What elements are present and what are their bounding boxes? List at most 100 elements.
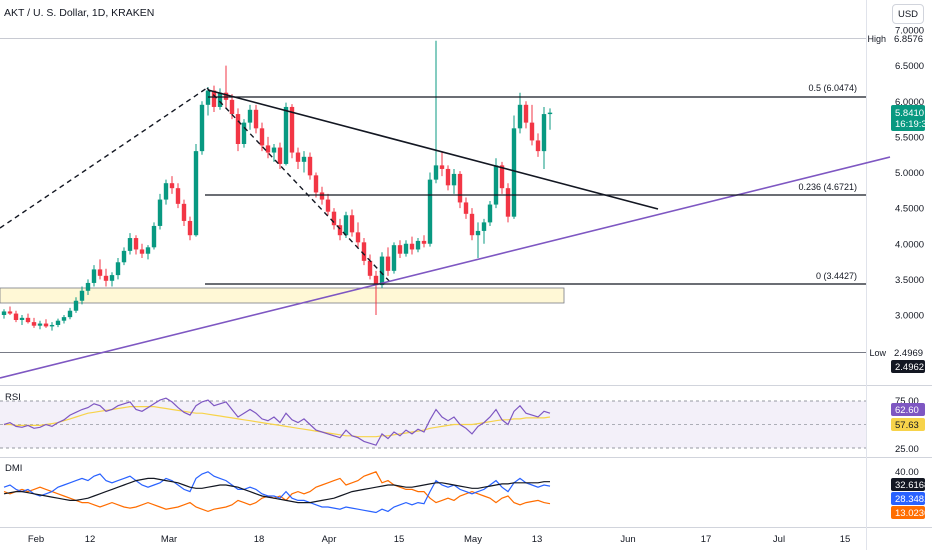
candle-89 [535,133,541,157]
dmi-adx-line [3,477,550,504]
adx-value-tag: 32.6168 [891,478,929,491]
candle-18 [109,272,115,287]
price-axis[interactable]: 3.0000 3.5000 4.0000 4.5000 5.0000 5.5000 6.00… [895,26,924,322]
rsi-tick-25: 25.00 [895,444,919,455]
candle-19 [115,258,121,280]
candle-52 [313,172,319,198]
last-price-value: 5.8410 [895,108,924,119]
rsi-pane [3,397,551,446]
candle-81 [487,201,493,226]
candle-30 [181,199,187,226]
candle-48 [289,104,295,159]
candle-85 [511,115,517,219]
svg-text:32.6168: 32.6168 [895,480,929,491]
svg-text:62.60: 62.60 [895,405,919,416]
rsi-ma-tag: 57.63 [891,418,925,431]
time-tick-2: Mar [161,534,177,545]
candles [1,40,553,331]
candle-0 [1,309,7,319]
price-tick-5: 5.5000 [895,132,924,143]
candle-41 [247,104,253,130]
candle-88 [529,104,535,146]
rsi-value-tag: 62.60 [891,403,925,416]
candle-43 [259,122,265,152]
candle-87 [523,101,529,129]
candle-79 [475,222,481,258]
price-tick-3: 4.5000 [895,204,924,215]
time-tick-4: Apr [322,534,337,545]
candle-71 [427,172,433,247]
candle-23 [139,243,145,258]
candle-16 [97,259,103,280]
time-tick-10: Jul [773,534,785,545]
candle-20 [121,247,127,266]
candle-54 [325,193,331,216]
candle-69 [415,238,421,253]
dmi-title: DMI [5,463,22,474]
candle-78 [469,208,475,241]
descending-trendline [207,89,659,210]
price-tick-7: 6.5000 [895,61,924,72]
chart-title: AKT / U. S. Dollar, 1D, KRAKEN [4,7,155,19]
support-zone [0,287,565,304]
time-tick-6: May [464,534,482,545]
time-axis[interactable]: Feb 12 Mar 18 Apr 15 May 13 Jun 17 Jul 15 [28,534,850,545]
time-tick-9: 17 [701,534,712,545]
candle-34 [205,87,211,116]
candle-17 [103,268,109,287]
candle-57 [343,211,349,239]
last-price-tag: 5.8410 16:19:37 [891,105,932,131]
candle-13 [79,286,85,305]
candle-15 [91,265,97,287]
candle-73 [439,151,445,177]
high-label: High 6.8576 [867,34,923,45]
candle-28 [169,176,175,194]
candle-12 [73,297,79,313]
svg-text:13.0236: 13.0236 [895,508,929,519]
candle-67 [403,240,409,257]
time-tick-0: Feb [28,534,44,545]
price-tick-4: 5.0000 [895,168,924,179]
low-label: Low 2.4969 [869,348,923,359]
candle-40 [241,119,247,148]
price-tick-0: 3.0000 [895,311,924,322]
time-tick-3: 18 [254,534,265,545]
candle-25 [151,222,157,250]
candle-11 [67,307,73,320]
candle-46 [277,142,283,169]
svg-text:6.8576: 6.8576 [894,34,923,45]
candle-9 [55,318,61,328]
candle-36 [217,88,223,110]
candle-68 [409,236,415,255]
candle-6 [37,320,43,330]
candle-55 [331,208,337,230]
currency-button[interactable]: USD [892,4,924,24]
candle-64 [385,247,391,276]
candle-49 [295,147,301,169]
candle-10 [61,315,67,324]
countdown-value: 16:19:37 [895,119,932,130]
candle-26 [157,193,163,230]
candle-2 [13,310,19,323]
candle-76 [457,171,463,209]
minus-di-tag: 13.0236 [891,506,929,519]
price-tick-6: 6.0000 [895,97,924,108]
candle-42 [253,104,259,134]
candle-32 [193,144,199,237]
dmi-pane [3,471,551,514]
candle-31 [187,216,193,241]
price-tick-1: 3.5000 [895,275,924,286]
fib-0-label: 0 (3.4427) [816,271,857,281]
candle-75 [451,168,457,194]
candle-61 [367,254,373,280]
time-tick-7: 13 [532,534,543,545]
candle-27 [163,179,169,205]
svg-text:High: High [867,34,886,44]
dmi-plus-line [3,471,551,514]
rsi-ma-line [4,406,551,438]
candle-66 [397,240,403,258]
candle-62 [373,270,379,315]
candle-60 [361,238,367,266]
candle-8 [49,322,55,331]
